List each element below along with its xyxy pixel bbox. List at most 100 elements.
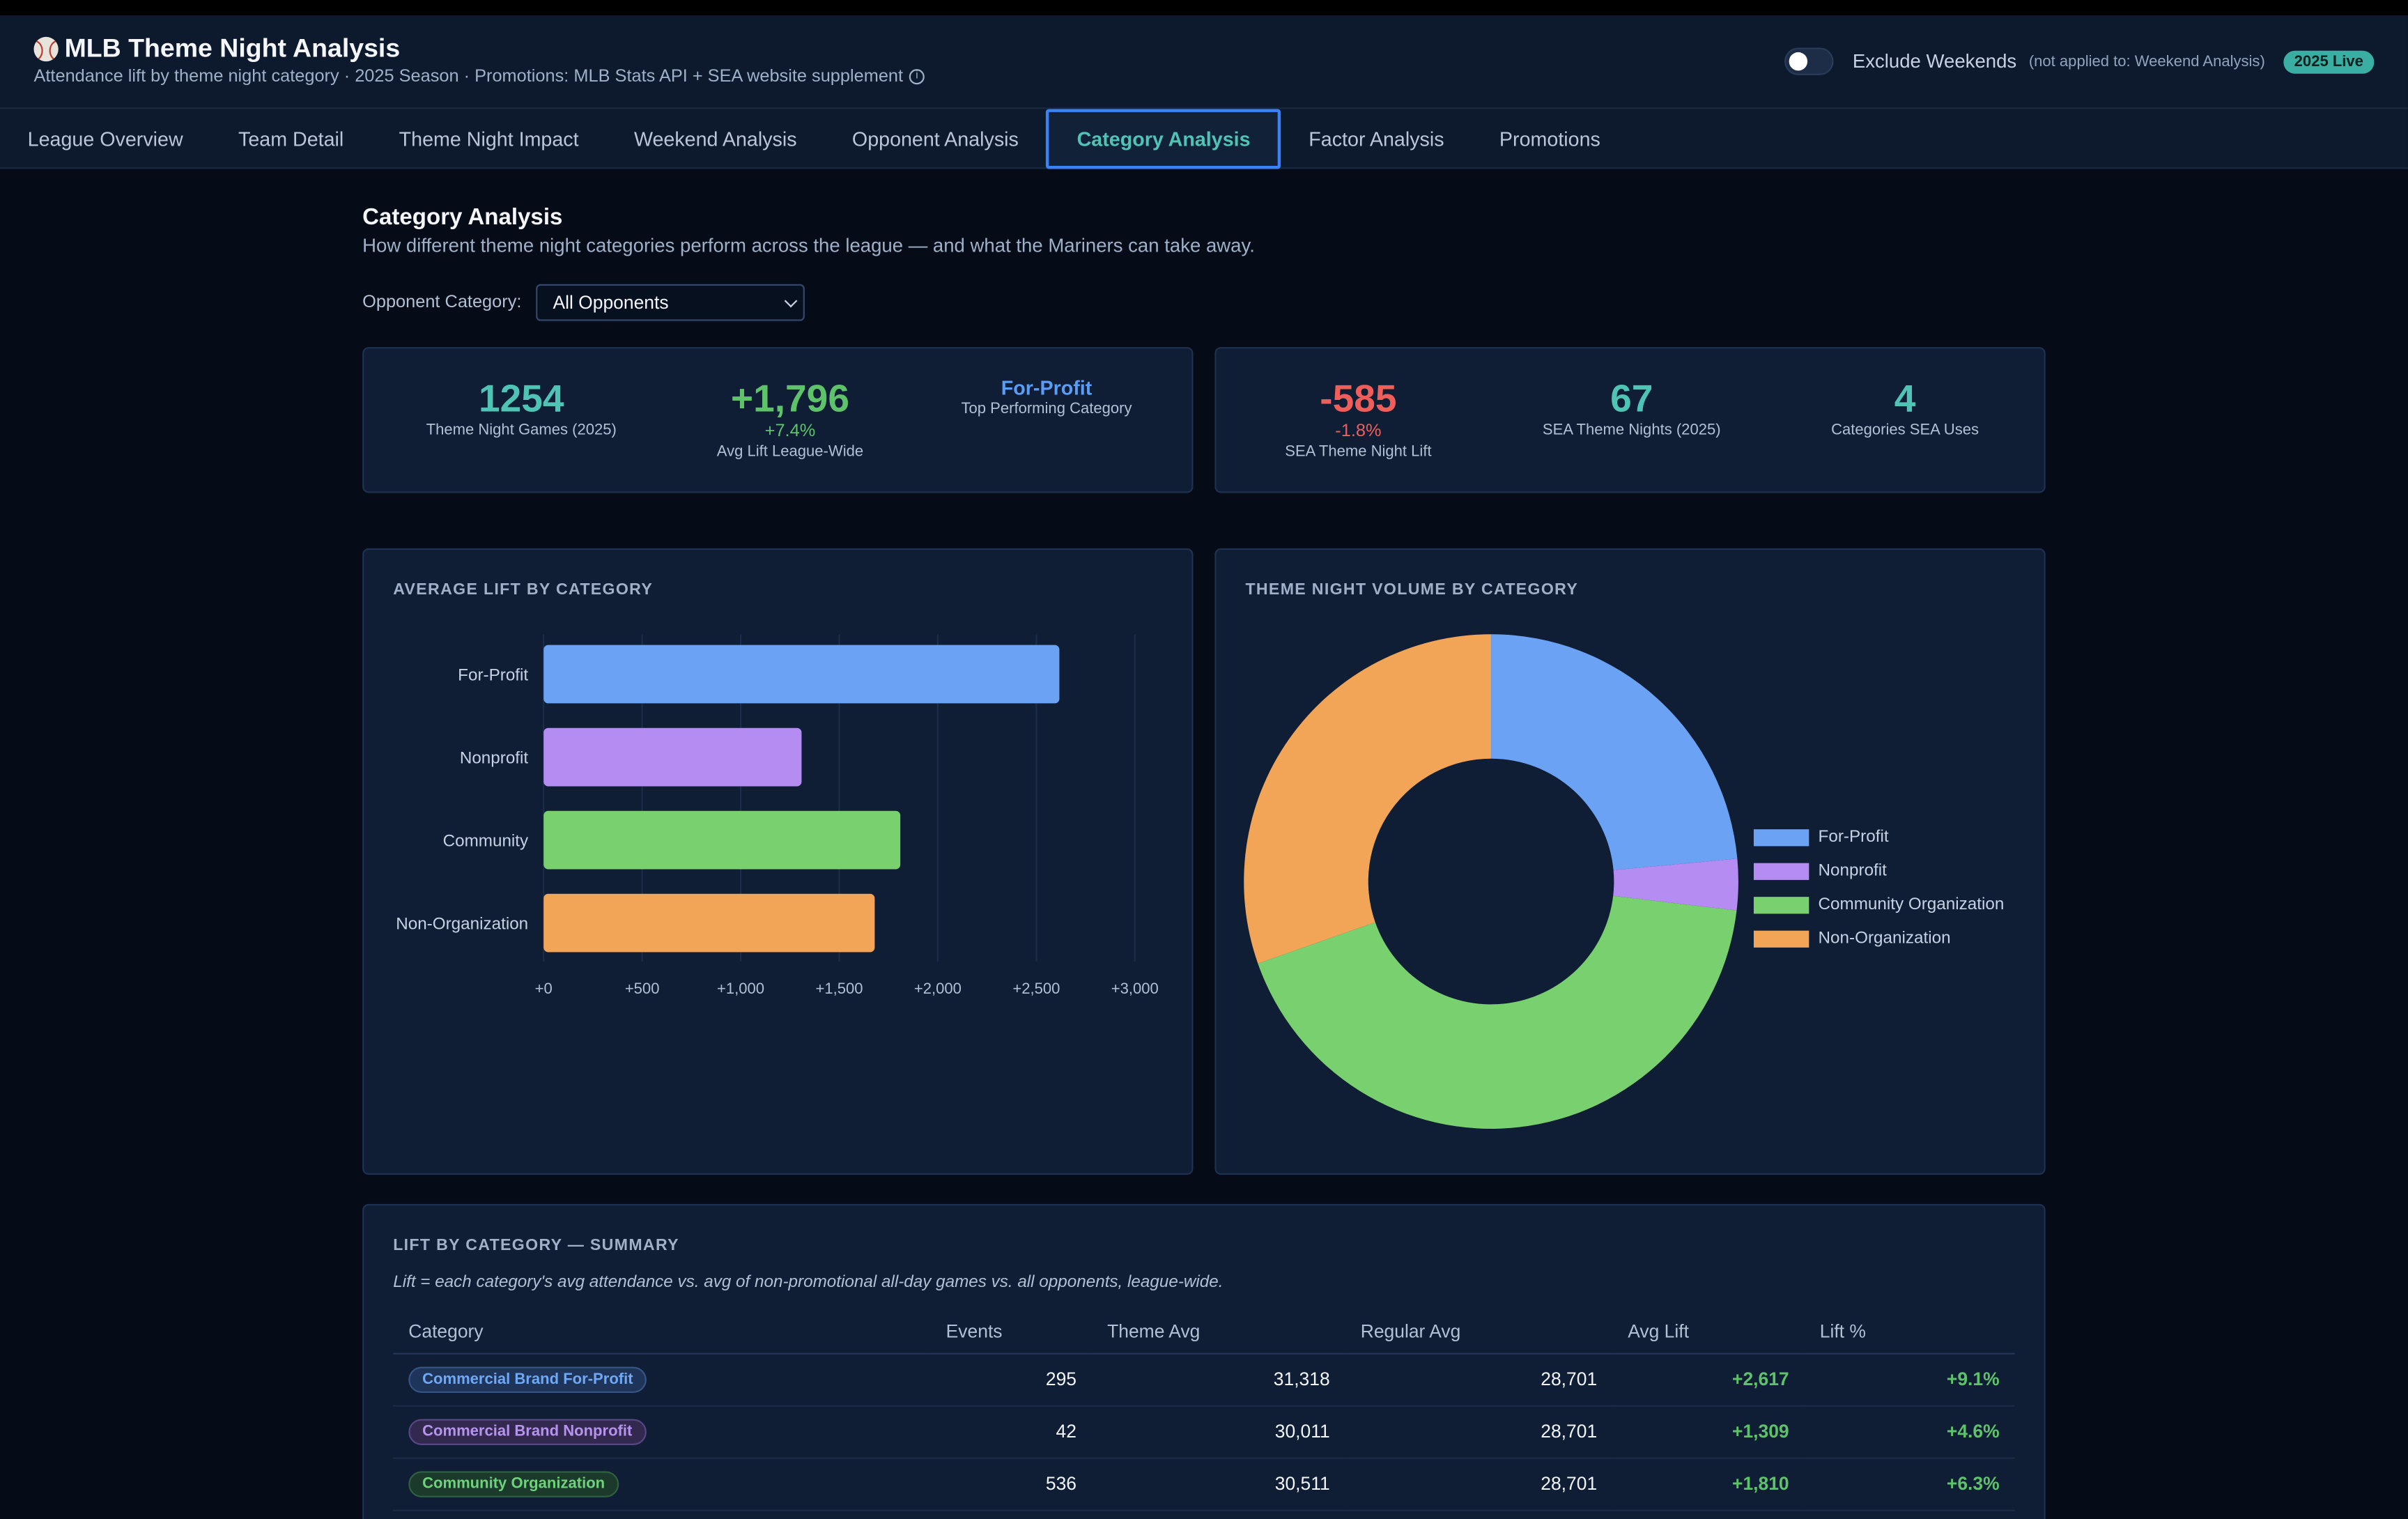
live-badge: 2025 Live bbox=[2283, 49, 2375, 73]
stat-value: +1,796 bbox=[730, 378, 849, 421]
tab-league-overview[interactable]: League Overview bbox=[27, 127, 183, 151]
stat-top-category: For-Profit Top Performing Category bbox=[920, 376, 1173, 421]
table-row: Commercial Brand For-Profit 295 31,318 2… bbox=[393, 1352, 2015, 1406]
cell-category: Commercial Brand For-Profit bbox=[393, 1352, 931, 1406]
chevron-down-icon bbox=[784, 294, 798, 308]
stat-label: Top Performing Category bbox=[961, 401, 1132, 418]
slice-nonprofit[interactable] bbox=[1613, 858, 1738, 911]
opponent-filter-label: Opponent Category: bbox=[362, 293, 522, 312]
volume-chart-panel: THEME NIGHT VOLUME BY CATEGORY For-Profi… bbox=[1214, 548, 2046, 1175]
tab-theme-night-impact[interactable]: Theme Night Impact bbox=[399, 127, 579, 151]
bar-non-organization[interactable] bbox=[543, 893, 875, 953]
legend-swatch bbox=[1753, 862, 1809, 879]
stat-sea-categories: 4 Categories SEA Uses bbox=[1778, 378, 2032, 442]
avg-lift-bar-chart: +0 +500 +1,000 +1,500 +2,000 +2,500 +3,000 For-… bbox=[396, 634, 1159, 997]
legend-item-for-profit[interactable]: For-Profit bbox=[1753, 820, 2004, 854]
legend-item-community[interactable]: Community Organization bbox=[1753, 888, 2004, 921]
avg-lift-chart-panel: AVERAGE LIFT BY CATEGORY +0 +500 +1,000 +1,… bbox=[362, 548, 1194, 1175]
stat-value: 1254 bbox=[478, 378, 564, 421]
cell-events: 42 bbox=[930, 1405, 1093, 1458]
tab-factor-analysis[interactable]: Factor Analysis bbox=[1309, 127, 1444, 151]
opponent-category-value: All Opponents bbox=[553, 291, 669, 314]
cell-theme-avg: 30,511 bbox=[1092, 1457, 1345, 1511]
category-pill: Community Organization bbox=[408, 1470, 619, 1497]
app-subtitle-text: Attendance lift by theme night category … bbox=[33, 67, 904, 86]
tab-category-analysis[interactable]: Category Analysis bbox=[1046, 109, 1281, 169]
cell-events: 295 bbox=[930, 1352, 1093, 1406]
exclude-weekends-toggle[interactable] bbox=[1784, 47, 1835, 75]
panel-title: AVERAGE LIFT BY CATEGORY bbox=[393, 580, 654, 599]
page-title: Category Analysis bbox=[362, 204, 563, 231]
bar-for-profit[interactable] bbox=[543, 645, 1060, 704]
cell-category: Commercial Brand Nonprofit bbox=[393, 1405, 931, 1458]
category-pill: Commercial Brand For-Profit bbox=[408, 1366, 647, 1392]
stat-label: SEA Theme Nights (2025) bbox=[1542, 422, 1721, 440]
cell-lift-pct: +6.3% bbox=[1804, 1457, 2015, 1511]
x-tick-label: +3,000 bbox=[1111, 980, 1159, 997]
stat-value: For-Profit bbox=[1001, 376, 1093, 400]
table-row: Commercial Brand Nonprofit 42 30,011 28,… bbox=[393, 1405, 2015, 1458]
column-header-category[interactable]: Category bbox=[393, 1310, 931, 1354]
bar-nonprofit[interactable] bbox=[543, 727, 802, 787]
column-header-events[interactable]: Events bbox=[930, 1310, 1093, 1354]
panel-title: LIFT BY CATEGORY — SUMMARY bbox=[393, 1236, 679, 1255]
x-tick-label: +500 bbox=[625, 980, 660, 997]
opponent-category-select[interactable]: All Opponents bbox=[536, 284, 805, 321]
stat-theme-night-games: 1254 Theme Night Games (2025) bbox=[394, 378, 648, 442]
legend-swatch bbox=[1753, 930, 1809, 947]
app-subtitle: Attendance lift by theme night category … bbox=[33, 67, 925, 86]
app-header: MLB Theme Night Analysis Attendance lift… bbox=[0, 15, 2408, 109]
column-header-lift-pct[interactable]: Lift % bbox=[1804, 1310, 2015, 1354]
tab-promotions[interactable]: Promotions bbox=[1499, 127, 1600, 151]
donut-legend: For-Profit Nonprofit Community Organizat… bbox=[1753, 820, 2004, 955]
cell-avg-lift: +1,309 bbox=[1612, 1405, 1805, 1458]
table-note: Lift = each category's avg attendance vs… bbox=[393, 1273, 1224, 1292]
x-tick-label: +2,000 bbox=[914, 980, 962, 997]
window-top-strip bbox=[0, 0, 2408, 16]
stat-value: 67 bbox=[1610, 378, 1653, 421]
cell-regular-avg: 28,701 bbox=[1345, 1457, 1613, 1511]
league-stats-card: 1254 Theme Night Games (2025) +1,796 +7.… bbox=[362, 347, 1194, 493]
stat-value: -585 bbox=[1320, 378, 1397, 421]
legend-swatch bbox=[1753, 828, 1809, 846]
sea-stats-card: -585 -1.8% SEA Theme Night Lift 67 SEA T… bbox=[1214, 347, 2046, 493]
app-title-text: MLB Theme Night Analysis bbox=[64, 33, 401, 63]
bar-community[interactable] bbox=[543, 810, 901, 870]
table-row: Community Organization 536 30,511 28,701… bbox=[393, 1457, 2015, 1511]
tab-weekend-analysis[interactable]: Weekend Analysis bbox=[633, 127, 797, 151]
stat-label: Categories SEA Uses bbox=[1831, 422, 1979, 440]
column-header-regular-avg[interactable]: Regular Avg bbox=[1345, 1310, 1613, 1354]
volume-donut-chart bbox=[1244, 634, 1738, 1129]
y-category-label: For-Profit bbox=[458, 665, 528, 684]
column-header-theme-avg[interactable]: Theme Avg bbox=[1092, 1310, 1345, 1354]
stat-label: SEA Theme Night Lift bbox=[1285, 443, 1432, 461]
legend-label: Nonprofit bbox=[1818, 861, 1887, 880]
legend-label: For-Profit bbox=[1818, 827, 1889, 847]
x-tick-label: +1,000 bbox=[717, 980, 764, 997]
cell-avg-lift: +1,810 bbox=[1612, 1457, 1805, 1511]
legend-label: Non-Organization bbox=[1818, 929, 1951, 948]
y-category-label: Community bbox=[443, 831, 529, 850]
toggle-knob bbox=[1789, 52, 1808, 71]
app-title: MLB Theme Night Analysis bbox=[33, 33, 400, 64]
info-icon[interactable]: i bbox=[909, 69, 925, 85]
stat-sub: +7.4% bbox=[764, 422, 816, 441]
cell-theme-avg: 31,318 bbox=[1092, 1352, 1345, 1406]
column-header-avg-lift[interactable]: Avg Lift bbox=[1612, 1310, 1805, 1354]
stat-sub: -1.8% bbox=[1335, 422, 1382, 441]
tab-opponent-analysis[interactable]: Opponent Analysis bbox=[851, 127, 1019, 151]
slice-non-organization[interactable] bbox=[1244, 634, 1492, 964]
y-category-label: Nonprofit bbox=[460, 748, 529, 767]
summary-table: Category Events Theme Avg Regular Avg Av… bbox=[393, 1310, 2015, 1511]
slice-for-profit[interactable] bbox=[1491, 634, 1738, 870]
stat-sea-nights: 67 SEA Theme Nights (2025) bbox=[1505, 378, 1759, 442]
cell-category: Community Organization bbox=[393, 1457, 931, 1511]
legend-item-nonprofit[interactable]: Nonprofit bbox=[1753, 854, 2004, 887]
stat-label: Avg Lift League-Wide bbox=[716, 443, 864, 461]
tab-bar: League Overview Team Detail Theme Night … bbox=[0, 109, 2408, 169]
y-category-label: Non-Organization bbox=[396, 914, 528, 933]
legend-item-non-organization[interactable]: Non-Organization bbox=[1753, 921, 2004, 955]
tab-team-detail[interactable]: Team Detail bbox=[238, 127, 344, 151]
slice-community-organization[interactable] bbox=[1258, 895, 1737, 1129]
header-controls: Exclude Weekends (not applied to: Weeken… bbox=[1784, 47, 2375, 75]
